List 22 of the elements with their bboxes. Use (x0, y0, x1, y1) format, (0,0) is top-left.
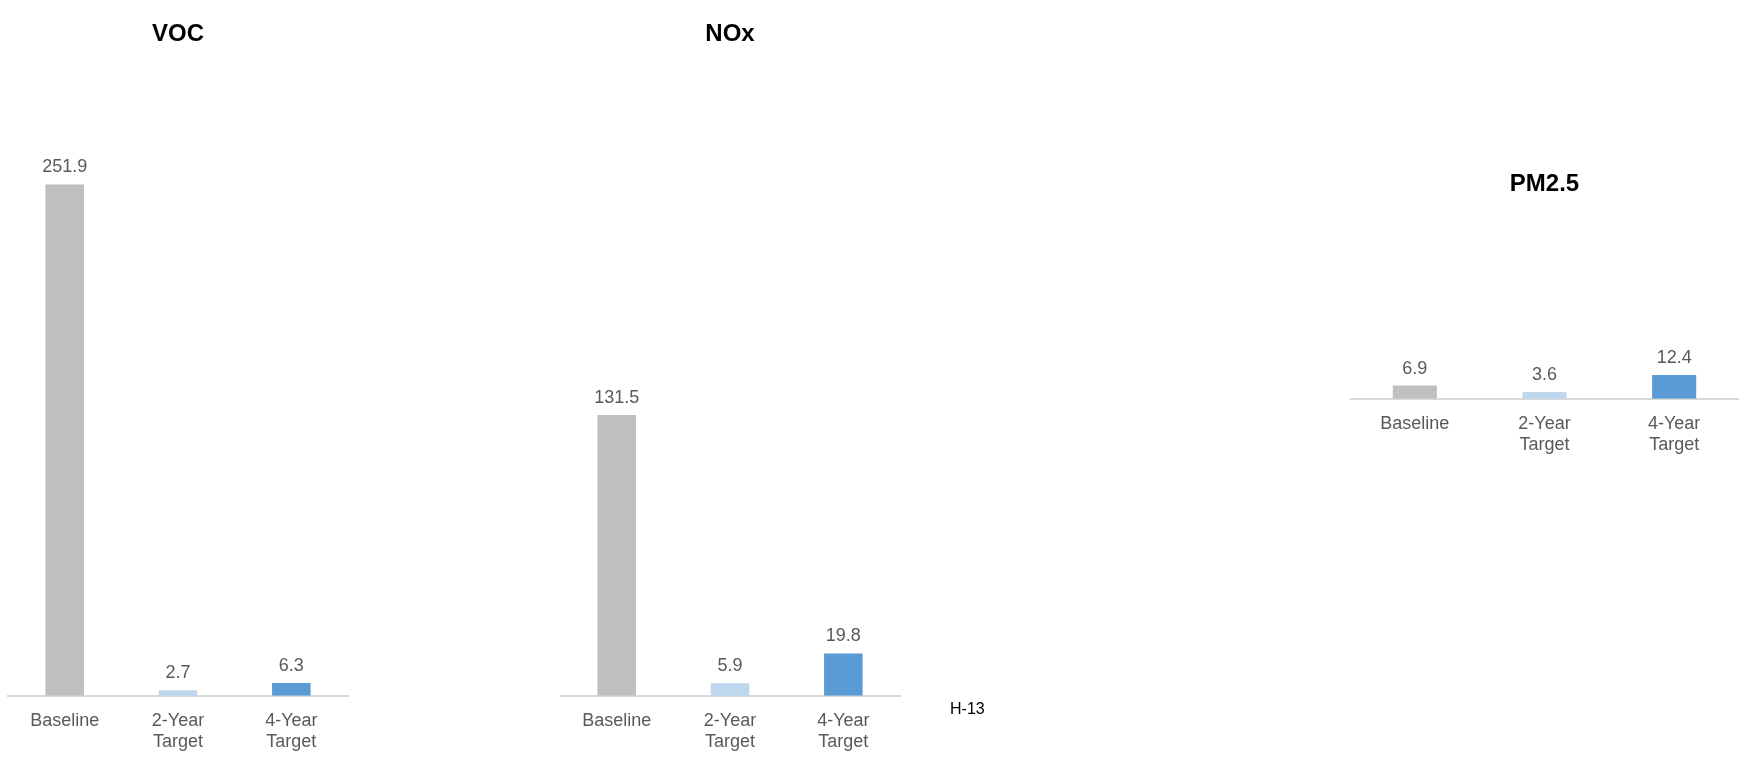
data-label: 251.9 (42, 156, 88, 177)
data-label: 19.8 (825, 625, 861, 646)
data-label: 3.6 (1531, 363, 1558, 384)
x-tick-label: 2-Year Target (151, 709, 205, 752)
x-tick-label: 4-Year Target (1647, 412, 1701, 455)
data-label: 5.9 (717, 655, 743, 676)
data-label: 2.7 (165, 662, 191, 683)
x-tick-label: Baseline (30, 709, 100, 730)
data-label: 6.3 (278, 654, 304, 675)
x-tick-label: 4-Year Target (265, 709, 318, 752)
x-tick-label: Baseline (582, 709, 652, 730)
chart-title: PM2.5 (1509, 169, 1580, 197)
x-tick-label: 2-Year Target (1518, 412, 1571, 455)
x-tick-label: 4-Year Target (817, 709, 870, 752)
data-label: 12.4 (1656, 346, 1692, 367)
x-tick-label: 2-Year Target (703, 709, 757, 752)
data-label: 131.5 (594, 386, 640, 407)
chart-title: VOC (151, 19, 205, 47)
data-label: 6.9 (1402, 357, 1428, 378)
text: H-13 (950, 700, 985, 718)
x-tick-label: Baseline (1380, 412, 1450, 433)
chart-title: NOx (705, 19, 756, 47)
